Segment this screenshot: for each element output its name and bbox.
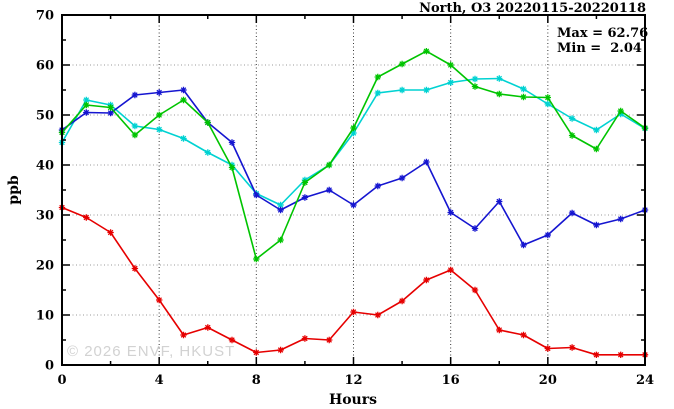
vertical-gridlines — [158, 15, 549, 365]
y-tick-label: 30 — [36, 209, 54, 224]
x-tick-label: 8 — [252, 373, 261, 388]
y-tick-label: 20 — [36, 259, 54, 274]
x-tick-label: 20 — [539, 373, 557, 388]
axes — [61, 14, 646, 366]
tick-labels: 0 10 20 30 40 50 60 70 0 4 8 12 16 20 24 — [36, 9, 654, 389]
y-tick-label: 60 — [36, 59, 54, 74]
x-tick-label: 4 — [155, 373, 164, 388]
x-tick-label: 24 — [636, 373, 654, 388]
x-axis-label: Hours — [329, 392, 377, 408]
y-tick-label: 70 — [36, 9, 54, 24]
y-tick-label: 40 — [36, 159, 54, 174]
y-tick-label: 50 — [36, 109, 54, 124]
plot-border — [61, 14, 646, 366]
x-tick-label: 0 — [57, 373, 66, 388]
max-annotation: Max = 62.76 — [557, 26, 648, 41]
chart-title: North, O3 20220115-20220118 — [419, 1, 646, 16]
series-layer — [58, 48, 649, 358]
y-tick-label: 0 — [45, 359, 54, 374]
min-annotation: Min = 2.04 — [557, 41, 642, 56]
y-tick-label: 10 — [36, 309, 54, 324]
watermark: © 2026 ENVF, HKUST — [67, 343, 235, 360]
x-tick-label: 12 — [344, 373, 362, 388]
x-tick-label: 16 — [442, 373, 460, 388]
y-axis-label: ppb — [6, 175, 22, 205]
